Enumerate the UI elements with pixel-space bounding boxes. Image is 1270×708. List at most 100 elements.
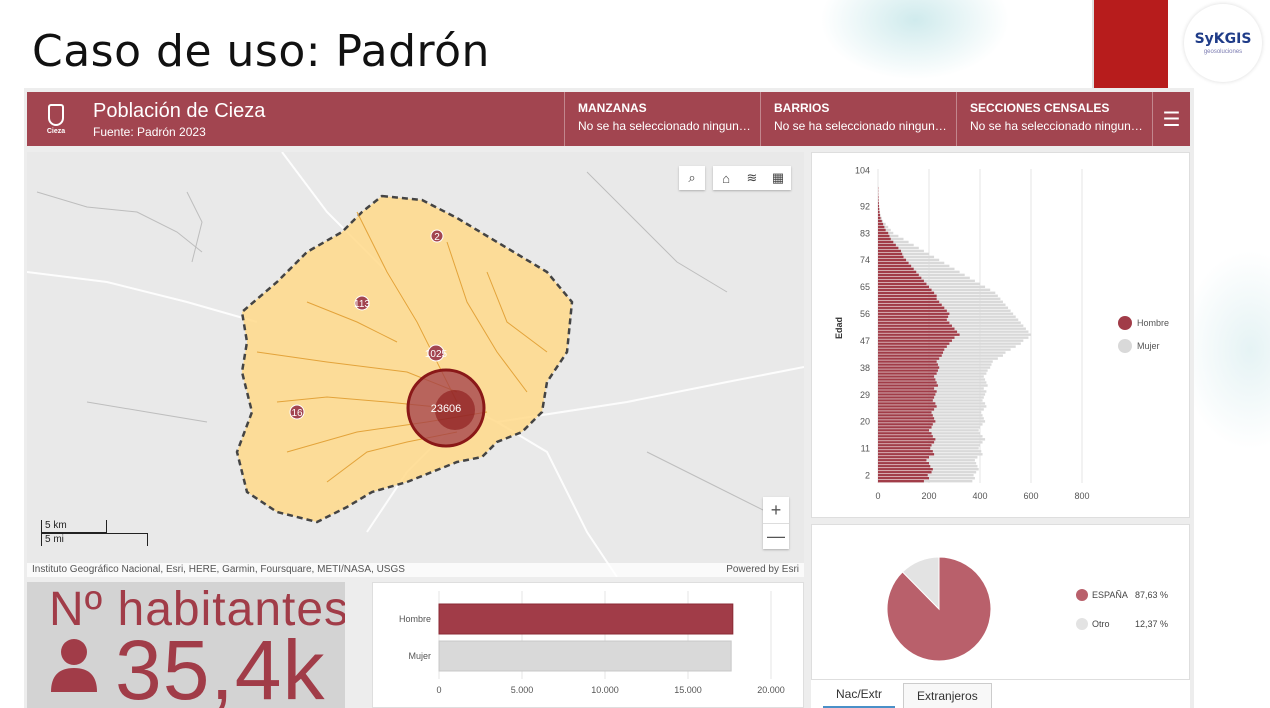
scale-bar: 5 km 5 mi [41,520,148,546]
map-terrain-lines [36,171,768,513]
pyramid-bar-hombre [878,378,936,381]
cluster-marker[interactable] [430,229,444,243]
bar-mujer [438,640,732,672]
legend-swatch [1118,316,1132,330]
pyramid-bar-hombre [878,375,935,378]
pyramid-bar-mujer [878,270,960,274]
pyramid-bar-mujer [878,273,965,277]
map-view[interactable]: 2 113 1025 23606 16 ⌕ ⌂ ≋ ▦ [27,152,804,577]
x-tick-label: 5.000 [511,685,534,695]
pyramid-bar-hombre [878,222,884,226]
app-title: Población de Cieza [93,99,266,122]
pyramid-bar-hombre [878,318,947,321]
selector-value: No se ha seleccionado ningun… [970,119,1143,133]
kpi-habitantes: Nº habitantes 35,4k [27,582,345,708]
category-label: Mujer [408,651,431,661]
population-pyramid-chart: 0 200 400 600 800 104 92 83 74 65 56 47 38 29 20 11 2 Eda… [834,165,1169,501]
pyramid-bar-hombre [878,231,889,235]
cluster-label: 23606 [431,403,462,415]
pyramid-bar-hombre [878,216,881,220]
selector-secciones-censales[interactable]: SECCIONES CENSALES No se ha seleccionado… [956,92,1152,146]
app-subtitle: Fuente: Padrón 2023 [93,124,206,139]
pyramid-bar-hombre [878,360,937,363]
pyramid-bar-mujer [878,279,975,283]
selector-manzanas[interactable]: MANZANAS No se ha seleccionado ningun… [564,92,760,146]
x-tick-label: 600 [1023,491,1038,501]
pyramid-bar-mujer [878,267,955,271]
population-pyramid-panel: 0 200 400 600 800 104 92 83 74 65 56 47 38 29 20 11 2 Eda… [811,152,1190,518]
legend-label: Otro [1092,619,1110,629]
pyramid-bar-hombre [878,273,919,277]
pyramid-bar-hombre [878,399,933,402]
layers-icon[interactable]: ≋ [746,170,758,185]
dashboard-header: Cieza Población de Cieza Fuente: Padrón … [27,92,1190,146]
y-tick-label: 47 [860,336,870,346]
pyramid-bar-hombre [878,393,936,396]
cluster-marker[interactable] [427,344,445,362]
pyramid-bar-hombre [878,300,940,303]
pyramid-bar-hombre [878,282,927,286]
y-tick-label: 20 [860,417,870,427]
pyramid-bar-hombre [878,468,933,471]
legend-swatch [1118,339,1132,353]
pyramid-bar-hombre [878,327,955,330]
chart-tabs: Nac/Extr Extranjeros [811,680,1190,708]
pyramid-bar-hombre [878,348,945,351]
pyramid-bar-hombre [878,246,899,250]
legend-label: Mujer [1137,341,1160,351]
y-tick-label: 2 [865,471,870,481]
pyramid-bar-hombre [878,429,929,432]
pyramid-bar-hombre [878,441,935,444]
pyramid-bar-hombre [878,261,909,265]
pyramid-bar-mujer [878,342,1021,345]
pyramid-bar-hombre [878,372,937,375]
home-icon[interactable]: ⌂ [722,170,730,186]
x-tick-label: 20.000 [757,685,785,695]
pyramid-bar-hombre [878,276,922,280]
pyramid-bar-hombre [878,237,891,241]
qr-icon[interactable]: ▦ [771,170,785,185]
crest-label: Cieza [46,127,66,135]
map-widgets: ⌂ ≋ ▦ [713,166,791,190]
map-clusters: 2 113 1025 23606 16 [289,229,486,448]
y-tick-label: 83 [860,228,870,238]
zoom-in-button[interactable]: + [770,499,782,520]
pyramid-bar-hombre [878,345,947,348]
pyramid-bar-hombre [878,291,935,294]
search-tool[interactable]: ⌕ [679,166,705,190]
legend-swatch [1076,589,1088,601]
logo-subtext: geosoluciones [1203,49,1243,55]
pyramid-bar-hombre [878,447,931,450]
pyramid-bar-hombre [878,474,928,477]
y-tick-label: 11 [861,444,870,454]
pyramid-bar-hombre [878,381,937,384]
search-icon[interactable]: ⌕ [688,170,696,185]
cieza-crest-icon: Cieza [41,98,71,140]
pyramid-bar-hombre [878,288,932,292]
pyramid-bar-hombre [878,435,933,438]
pyramid-bar-hombre [878,321,950,324]
powered-by-link[interactable]: Powered by Esri [726,564,799,575]
pyramid-bar-hombre [878,477,929,480]
pyramid-bar-mujer [878,282,980,286]
pyramid-bar-hombre [878,387,935,390]
map-toolbar: ⌕ ⌂ ≋ ▦ [679,166,791,190]
pyramid-bar-mujer [878,261,945,265]
municipio-boundary[interactable] [235,194,574,524]
cluster-marker[interactable] [354,295,370,311]
pyramid-bar-hombre [878,420,936,423]
pyramid-bar-hombre [878,336,955,339]
hamburger-menu-icon[interactable]: ☰ [1152,92,1190,146]
zoom-out-button[interactable]: — [763,523,789,549]
tab-nac-extr[interactable]: Nac/Extr [823,682,896,708]
pyramid-bar-hombre [878,228,886,232]
map-canvas[interactable]: 2 113 1025 23606 16 [27,152,804,577]
nationality-pie-chart: ESPAÑA 87,63 % Otro 12,37 % [886,556,1168,662]
dashboard: Cieza Población de Cieza Fuente: Padrón … [24,88,1194,708]
pyramid-bar-hombre [878,417,935,420]
pyramid-bar-hombre [878,285,929,289]
pyramid-bar-mujer [878,297,1001,300]
selector-barrios[interactable]: BARRIOS No se ha seleccionado ningun… [760,92,956,146]
tab-extranjeros[interactable]: Extranjeros [903,683,992,708]
cluster-marker[interactable] [289,404,305,420]
